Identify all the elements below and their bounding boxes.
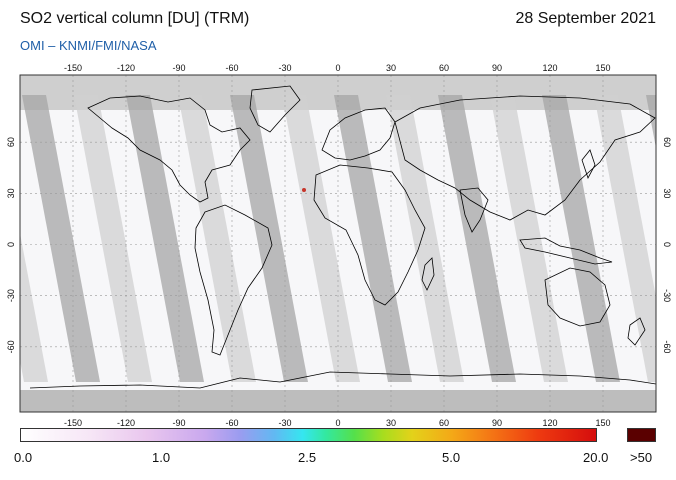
orbit-swaths — [20, 95, 656, 382]
coast-indonesia — [519, 237, 613, 265]
lat-tick-label: -60 — [6, 340, 16, 353]
lon-tick-label: 90 — [492, 418, 502, 428]
lat-tick-labels-right: 60 30 0 -30 -60 — [662, 137, 672, 353]
lat-tick-label: 30 — [662, 188, 672, 198]
lat-tick-labels-left: 60 30 0 -30 -60 — [6, 137, 16, 353]
orbit-swath — [230, 95, 308, 382]
coast-asia — [394, 95, 656, 221]
lat-tick-label: -30 — [6, 289, 16, 302]
lon-tick-labels-top: -150 -120 -90 -60 -30 0 30 60 90 120 150 — [64, 63, 611, 73]
lon-tick-label: -60 — [225, 63, 238, 73]
colorbar-label-0: 0.0 — [14, 450, 33, 465]
map-date: 28 September 2021 — [515, 10, 656, 27]
coast-india — [459, 187, 489, 233]
lon-tick-label: 90 — [492, 63, 502, 73]
lon-tick-label: -90 — [172, 63, 185, 73]
lat-tick-label: 0 — [662, 242, 672, 247]
orbit-swath — [74, 95, 152, 382]
coast-antarctica — [29, 371, 656, 389]
orbit-swath — [594, 95, 656, 382]
lon-tick-label: -60 — [225, 418, 238, 428]
map-frame — [19, 74, 657, 413]
colorbar — [20, 428, 597, 442]
lon-tick-label: -30 — [278, 418, 291, 428]
map-plot-area — [20, 75, 656, 412]
lat-tick-label: -60 — [662, 340, 672, 353]
lon-tick-label: -150 — [64, 418, 82, 428]
orbit-swath — [20, 233, 48, 382]
lon-tick-label: 30 — [386, 418, 396, 428]
lon-tick-label: -90 — [172, 418, 185, 428]
lon-tick-label: 60 — [439, 418, 449, 428]
lon-tick-label: -30 — [278, 63, 291, 73]
coast-greenland — [249, 85, 301, 133]
lat-tick-label: 0 — [6, 242, 16, 247]
coast-new-zealand — [627, 317, 646, 346]
colorbar-label-5: >50 — [630, 450, 653, 465]
orbit-swath — [282, 95, 360, 382]
lon-tick-label: 150 — [595, 63, 610, 73]
coast-south-america — [194, 204, 273, 356]
lon-tick-label: 0 — [335, 63, 340, 73]
lon-tick-label: 30 — [386, 63, 396, 73]
coastlines — [29, 85, 656, 389]
coast-africa — [313, 164, 426, 306]
lon-tick-labels-bottom: -150 -120 -90 -60 -30 0 30 60 90 120 150 — [64, 418, 611, 428]
lat-tick-label: 60 — [6, 137, 16, 147]
map-title: SO2 vertical column [DU] (TRM) — [20, 10, 250, 27]
orbit-swath — [178, 95, 256, 382]
colorbar-label-4: 20.0 — [583, 450, 609, 465]
lat-tick-label: 60 — [662, 137, 672, 147]
lon-tick-label: -150 — [64, 63, 82, 73]
lon-tick-label: 0 — [335, 418, 340, 428]
orbit-swath — [438, 95, 516, 382]
lon-tick-label: 150 — [595, 418, 610, 428]
lon-tick-label: -120 — [117, 63, 135, 73]
lat-tick-label: -30 — [662, 289, 672, 302]
lon-tick-label: 60 — [439, 63, 449, 73]
orbit-swath — [542, 95, 620, 382]
so2-hotspot-marker — [302, 188, 306, 192]
coast-australia — [544, 267, 611, 327]
orbit-swath — [490, 95, 568, 382]
lat-tick-label: 30 — [6, 188, 16, 198]
orbit-swath — [126, 95, 204, 382]
lon-tick-label: 120 — [542, 418, 557, 428]
coast-madagascar — [421, 257, 435, 291]
coast-japan — [581, 149, 596, 180]
colorbar-label-2: 2.5 — [298, 450, 317, 465]
data-credit: OMI – KNMI/FMI/NASA — [20, 38, 157, 53]
graticule — [20, 75, 656, 412]
colorbar-label-1: 1.0 — [152, 450, 171, 465]
lon-tick-label: 120 — [542, 63, 557, 73]
coast-europe — [321, 107, 396, 161]
orbit-swath — [22, 95, 100, 382]
orbit-swath — [386, 95, 464, 382]
lon-tick-label: -120 — [117, 418, 135, 428]
colorbar-overflow-swatch — [627, 428, 656, 442]
coast-north-america — [87, 95, 251, 203]
colorbar-label-3: 5.0 — [442, 450, 461, 465]
